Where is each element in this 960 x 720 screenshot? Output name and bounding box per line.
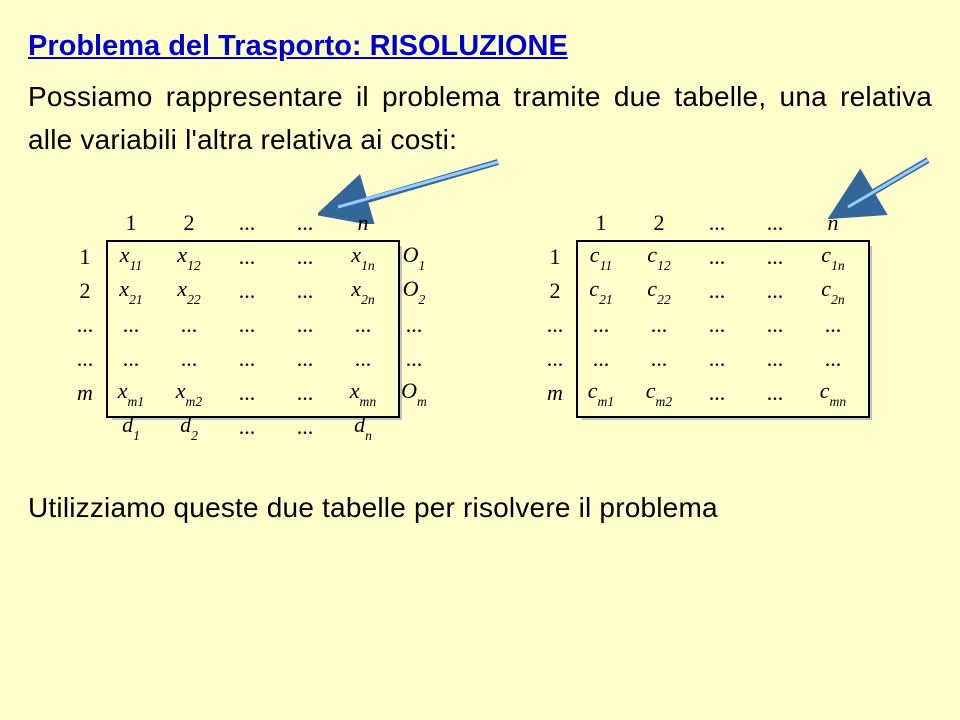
cell: cm2 [630,376,688,410]
cell: ... [276,274,334,308]
cell: ... [572,308,630,342]
cell: cmn [804,376,862,410]
cell: ... [218,240,276,274]
cell: ... [630,308,688,342]
cell: c11 [572,240,630,274]
row-extra: O1 [392,240,436,274]
cell: ... [218,274,276,308]
table-row: ... ... ... ... ... ... [538,342,862,376]
cell: x22 [160,274,218,308]
col-header: ... [688,206,746,240]
slide-footer-text: Utilizziamo queste due tabelle per risol… [28,492,932,524]
cell: ... [746,376,804,410]
cell: ... [688,308,746,342]
col-header: 2 [160,206,218,240]
cell: x11 [102,240,160,274]
cell: x2n [334,274,392,308]
cell: ... [218,308,276,342]
cell: x1n [334,240,392,274]
cell: ... [276,308,334,342]
row-extra: Om [392,376,436,410]
table-row: m xm1 xm2 ... ... xmn Om [68,376,436,410]
row-label: ... [68,342,102,376]
cell: ... [630,342,688,376]
col-header: n [804,206,862,240]
table-row: m cm1 cm2 ... ... cmn [538,376,862,410]
cell: c21 [572,274,630,308]
cell: ... [804,308,862,342]
row-label: ... [68,308,102,342]
cell: ... [218,342,276,376]
cell: ... [688,342,746,376]
cell: ... [102,308,160,342]
cell: ... [276,342,334,376]
row-extra: O2 [392,274,436,308]
header-row: 1 2 ... ... n [68,206,436,240]
row-label: m [68,376,102,410]
cell: ... [746,240,804,274]
slide-title: Problema del Trasporto: RISOLUZIONE [28,30,932,63]
variables-table: 1 2 ... ... n 1 x11 x12 ... ... x1n [68,206,436,444]
row-label: 1 [538,240,572,274]
cell: ... [276,410,334,444]
cell: xm2 [160,376,218,410]
row-label: ... [538,342,572,376]
slide-body-text: Possiamo rappresentare il problema trami… [28,75,932,162]
footer-row: d1 d2 ... ... dn [68,410,436,444]
row-label: 2 [68,274,102,308]
cell: xm1 [102,376,160,410]
table-row: ... ... ... ... ... ... [538,308,862,342]
cell: ... [334,308,392,342]
row-extra: ... [392,308,436,342]
cell: x12 [160,240,218,274]
cell: xmn [334,376,392,410]
cell: c22 [630,274,688,308]
cell: ... [746,274,804,308]
cell: ... [746,308,804,342]
col-header: n [334,206,392,240]
cell: x21 [102,274,160,308]
table-row: 1 c11 c12 ... ... c1n [538,240,862,274]
col-header: ... [276,206,334,240]
cell: ... [276,240,334,274]
cell: ... [102,342,160,376]
cell: ... [804,342,862,376]
cell: d2 [160,410,218,444]
cell: ... [688,240,746,274]
cell: ... [688,376,746,410]
cell: cm1 [572,376,630,410]
cell: ... [160,308,218,342]
col-header: 2 [630,206,688,240]
cell: ... [572,342,630,376]
tables-container: 1 2 ... ... n 1 x11 x12 ... ... x1n [28,172,932,482]
cell: d1 [102,410,160,444]
cell: ... [746,342,804,376]
cell: ... [334,342,392,376]
row-label: 2 [538,274,572,308]
table-row: 2 c21 c22 ... ... c2n [538,274,862,308]
cell: ... [688,274,746,308]
col-header: 1 [572,206,630,240]
row-extra: ... [392,342,436,376]
col-header: ... [746,206,804,240]
cell: ... [218,376,276,410]
cell: ... [218,410,276,444]
row-label: ... [538,308,572,342]
row-label: 1 [68,240,102,274]
cell: c2n [804,274,862,308]
cell: c12 [630,240,688,274]
table-row: ... ... ... ... ... ... ... [68,308,436,342]
col-header: 1 [102,206,160,240]
cell: ... [276,376,334,410]
table-row: 2 x21 x22 ... ... x2n O2 [68,274,436,308]
row-label: m [538,376,572,410]
cell: c1n [804,240,862,274]
costs-table: 1 2 ... ... n 1 c11 c12 ... ... c1n [538,206,862,410]
cell: dn [334,410,392,444]
col-header: ... [218,206,276,240]
table-row: 1 x11 x12 ... ... x1n O1 [68,240,436,274]
cell: ... [160,342,218,376]
table-row: ... ... ... ... ... ... ... [68,342,436,376]
header-row: 1 2 ... ... n [538,206,862,240]
